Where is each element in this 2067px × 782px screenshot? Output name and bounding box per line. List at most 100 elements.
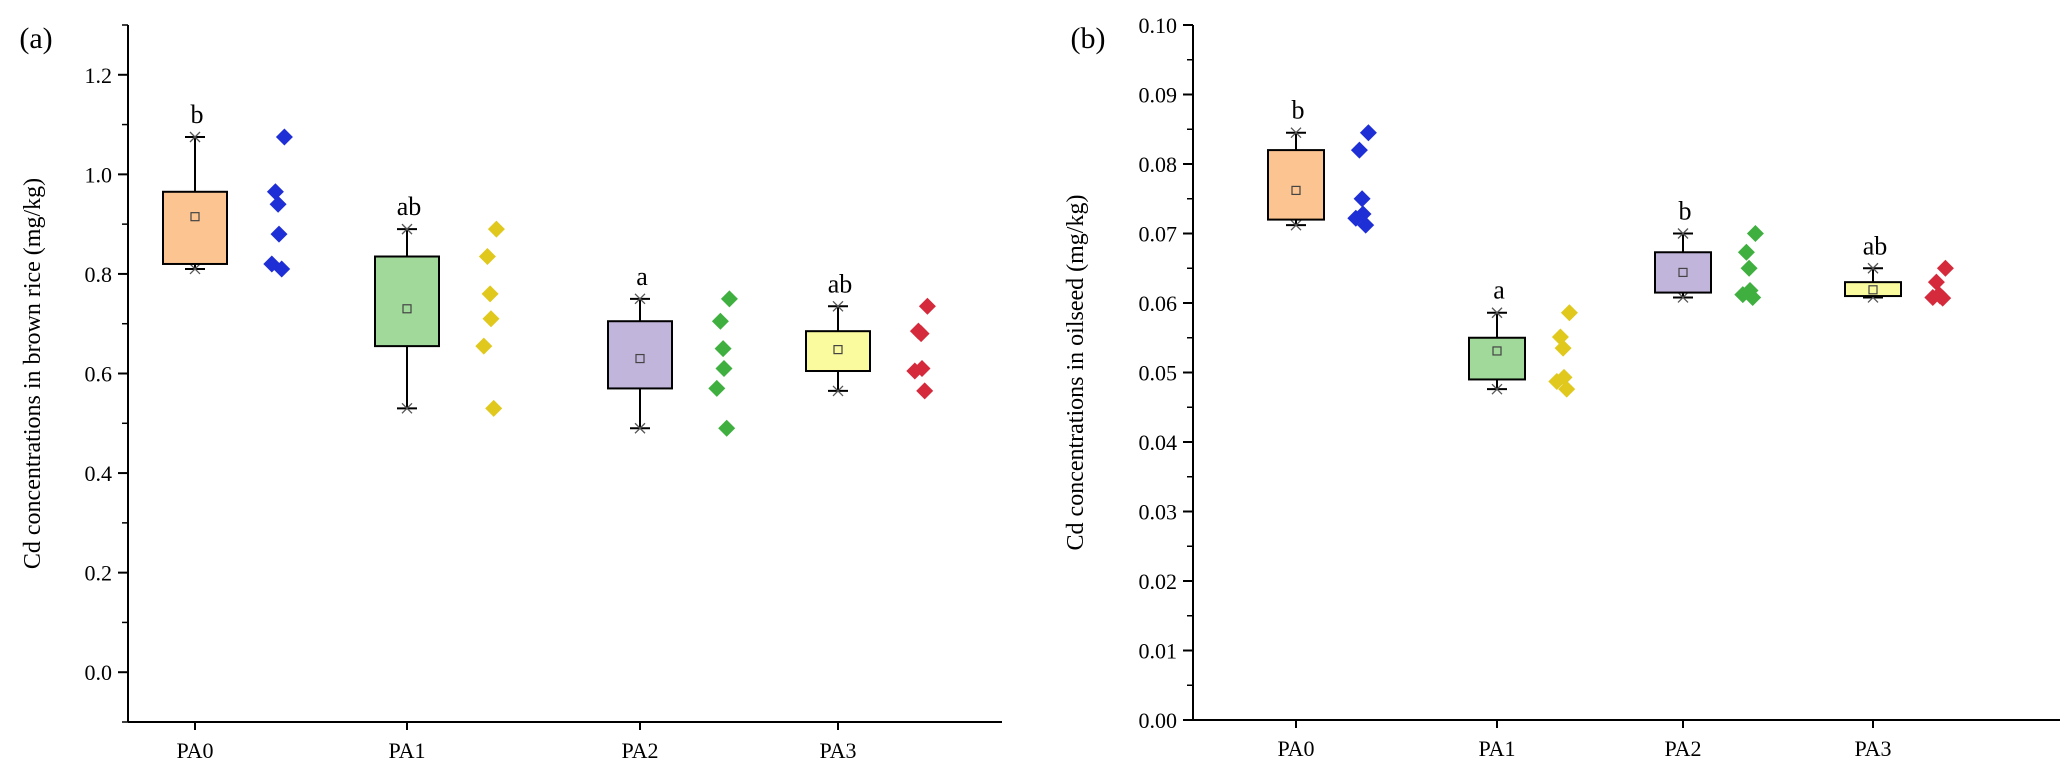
x-tick-label: PA1 — [1478, 736, 1515, 761]
data-point — [482, 310, 500, 328]
data-point — [481, 285, 499, 303]
box-group-pa1: PA1 a — [1468, 276, 1578, 761]
x-tick-label: PA3 — [819, 738, 856, 763]
x-tick-label: PA2 — [1664, 736, 1701, 761]
max-marker — [1677, 228, 1689, 239]
y-tick-label: 0.04 — [1139, 430, 1178, 455]
y-tick-label: 0.03 — [1139, 500, 1178, 525]
data-point — [1558, 380, 1576, 398]
data-point — [266, 183, 284, 201]
box-group-pa2: PA2 a — [607, 262, 738, 763]
y-tick-label: 0.07 — [1139, 222, 1178, 247]
y-axis-title: Cd concentrations in brown rice (mg/kg) — [20, 178, 46, 569]
y-tick-label: 0.4 — [85, 461, 113, 486]
min-marker — [832, 385, 844, 397]
data-point — [1746, 225, 1764, 242]
data-point — [714, 340, 732, 358]
box — [1468, 336, 1526, 381]
data-point — [1560, 304, 1578, 322]
data-point — [487, 220, 505, 238]
y-tick-label: 0.02 — [1139, 569, 1178, 594]
mean-marker — [190, 212, 200, 222]
significance-label: a — [636, 262, 648, 291]
data-point — [273, 260, 291, 278]
box — [805, 330, 871, 373]
box — [1844, 281, 1902, 298]
significance-label: a — [1493, 276, 1505, 305]
data-point — [475, 337, 493, 355]
data-point — [916, 382, 934, 400]
box-group-pa2: PA2 b — [1654, 197, 1764, 761]
min-marker — [401, 402, 413, 414]
data-point — [715, 360, 733, 378]
box — [1267, 149, 1325, 221]
max-marker — [401, 223, 413, 235]
significance-label: b — [191, 100, 204, 129]
y-tick-label: 0.0 — [85, 660, 113, 685]
panel-label: (a) — [19, 22, 52, 55]
data-point — [1554, 339, 1572, 357]
max-marker — [1290, 127, 1302, 139]
data-point — [1927, 273, 1945, 291]
min-marker — [1677, 291, 1689, 303]
y-axis-title: Cd concentrations in oilseed (mg/kg) — [1063, 195, 1089, 551]
y-tick-label: 0.05 — [1139, 361, 1178, 386]
data-point — [1924, 288, 1942, 306]
mean-marker — [1678, 267, 1688, 278]
x-tick-label: PA0 — [176, 738, 213, 763]
x-tick-label: PA3 — [1854, 736, 1891, 761]
significance-label: ab — [828, 269, 853, 298]
box-group-pa1: PA1 ab — [374, 192, 505, 763]
chart-panel-a: (a) 0.0 0.2 0.4 0.6 0.8 1.0 1.2 Cd concentration… — [19, 22, 1002, 763]
data-point — [906, 362, 924, 380]
significance-label: b — [1679, 197, 1692, 226]
data-point — [1353, 190, 1371, 208]
data-point — [1934, 289, 1952, 307]
max-marker — [189, 131, 201, 143]
data-point — [1936, 259, 1954, 277]
panel-label: (b) — [1071, 22, 1106, 55]
mean-marker — [833, 345, 843, 355]
data-point — [270, 225, 288, 243]
data-point — [269, 195, 287, 213]
data-point — [720, 290, 738, 308]
max-marker — [832, 300, 844, 312]
significance-label: b — [1292, 96, 1305, 125]
data-point — [912, 325, 930, 343]
data-point — [1737, 243, 1755, 261]
data-point — [275, 128, 293, 146]
chart-panel-b: (b) 0.00 0.01 0.02 0.03 0.04 0.05 0.06 0.07 0.08 0… — [1063, 13, 2060, 761]
y-tick-label: 1.2 — [85, 63, 113, 88]
data-point — [1740, 259, 1758, 277]
max-marker — [1491, 307, 1503, 319]
x-tick-label: PA2 — [621, 738, 658, 763]
max-marker — [1867, 262, 1879, 274]
y-tick-label: 0.08 — [1139, 152, 1178, 177]
box-group-pa3: PA3 ab — [1844, 231, 1954, 761]
max-marker — [634, 293, 646, 305]
box-group-pa3: PA3 ab — [805, 269, 936, 763]
mean-marker — [402, 304, 412, 314]
y-tick-label: 0.09 — [1139, 83, 1178, 108]
min-marker — [1491, 383, 1503, 395]
y-tick-label: 1.0 — [85, 162, 113, 187]
data-point — [485, 399, 503, 417]
y-tick-label: 0.2 — [85, 561, 113, 586]
box-group-pa0: PA0 b — [162, 100, 293, 763]
min-marker — [189, 263, 201, 275]
data-point — [918, 297, 936, 315]
data-point — [711, 312, 729, 330]
box-group-pa0: PA0 b — [1267, 96, 1377, 761]
box — [162, 190, 228, 265]
data-point — [1744, 288, 1762, 306]
data-point — [718, 419, 736, 437]
min-marker — [634, 422, 646, 434]
y-tick-label: 0.06 — [1139, 291, 1178, 316]
y-tick-label: 0.01 — [1139, 639, 1178, 664]
mean-marker — [1492, 346, 1502, 356]
data-point — [1548, 373, 1566, 391]
y-tick-label: 0.10 — [1139, 13, 1178, 38]
x-tick-label: PA0 — [1277, 736, 1314, 761]
data-point — [478, 248, 496, 266]
